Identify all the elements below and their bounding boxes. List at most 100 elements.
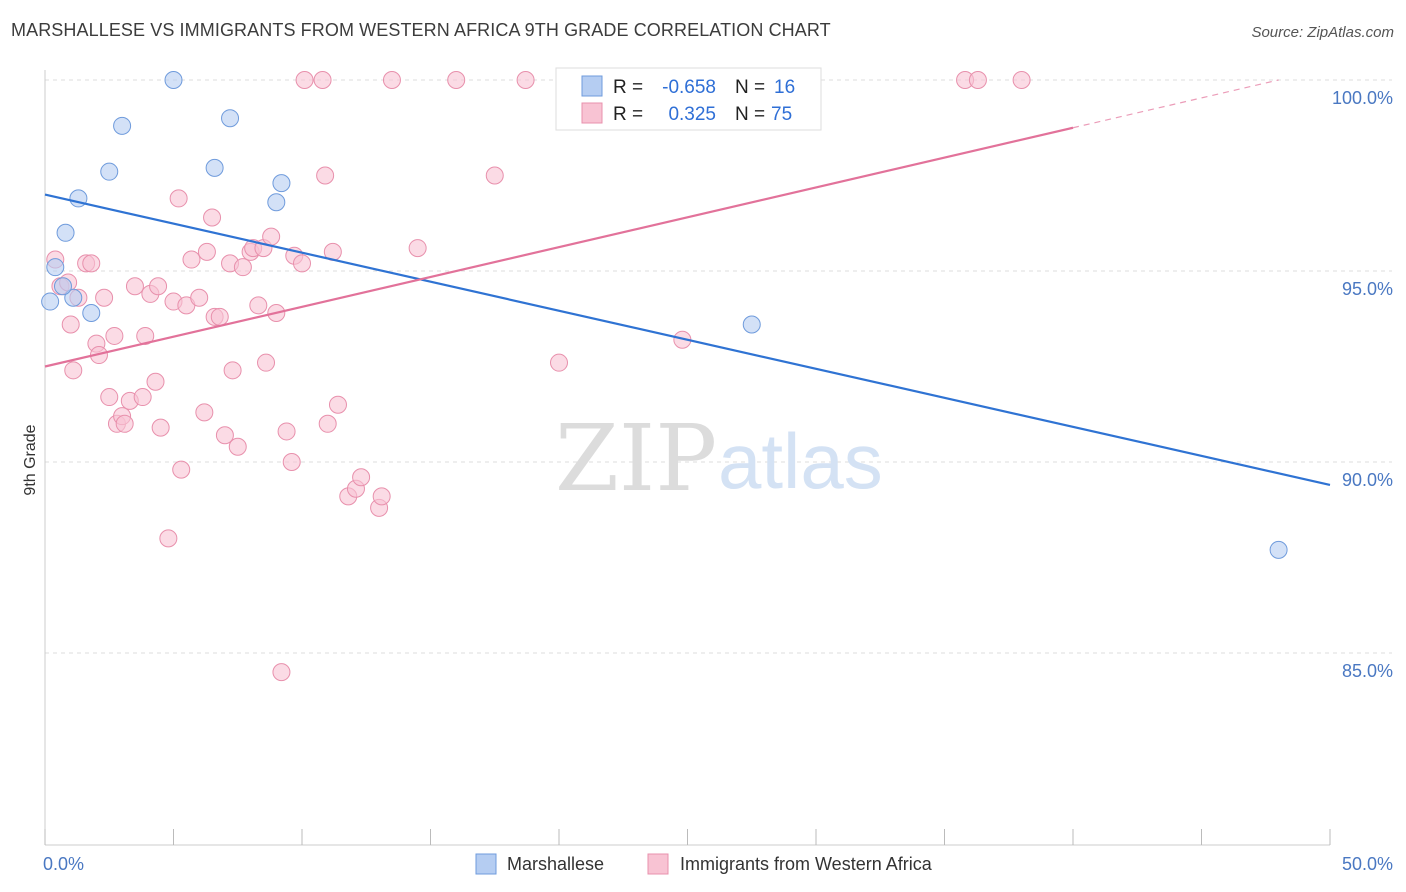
immigrants-point-67 xyxy=(485,166,504,185)
chart-source: Source: ZipAtlas.com xyxy=(1251,24,1394,41)
immigrants-point-39 xyxy=(228,437,247,456)
marshallese-point-13 xyxy=(53,277,72,296)
legend-box: R = -0.658 N = 16 R = 0.325 N = 75 xyxy=(555,67,822,131)
immigrants-point-3 xyxy=(61,315,80,334)
legend-n-label-2: N = xyxy=(735,104,765,125)
immigrants-point-65 xyxy=(408,239,427,258)
legend-swatch-immigrants xyxy=(581,102,603,124)
immigrants-point-30 xyxy=(190,288,209,307)
immigrants-trend-extension xyxy=(1072,79,1279,129)
immigrants-point-31 xyxy=(195,403,214,422)
immigrants-point-69 xyxy=(550,353,568,372)
immigrants-point-29 xyxy=(182,250,201,269)
immigrants-point-18 xyxy=(133,388,152,407)
legend-r-value-1: -0.658 xyxy=(662,77,716,98)
immigrants-point-35 xyxy=(210,307,229,326)
legend-swatch-marshallese xyxy=(581,75,603,97)
immigrants-point-23 xyxy=(151,418,170,437)
marshallese-point-2 xyxy=(56,223,75,242)
marshallese-point-3 xyxy=(64,288,83,307)
marshallese-point-14 xyxy=(742,315,761,334)
immigrants-point-24 xyxy=(159,529,178,548)
bottom-legend-marshallese: Marshallese xyxy=(507,854,604,874)
immigrants-point-7 xyxy=(82,254,101,273)
legend-n-value-1: 16 xyxy=(774,77,795,98)
immigrants-point-54 xyxy=(313,71,332,89)
marshallese-point-6 xyxy=(100,162,119,181)
immigrants-point-15 xyxy=(115,414,134,433)
trend-lines xyxy=(44,79,1331,486)
immigrants-point-19 xyxy=(136,326,155,345)
marshallese-point-0 xyxy=(41,292,60,311)
y-tick-label-95: 95.0% xyxy=(1342,279,1393,299)
immigrants-point-50 xyxy=(282,453,301,471)
x-ticks: 0.0% 50.0% xyxy=(43,829,1393,874)
immigrants-point-58 xyxy=(328,395,347,414)
immigrants-point-17 xyxy=(125,277,144,296)
marshallese-point-12 xyxy=(272,174,291,193)
immigrants-point-61 xyxy=(352,468,371,487)
immigrants-point-64 xyxy=(382,71,401,89)
marshallese-point-7 xyxy=(113,116,132,135)
marshallese-point-1 xyxy=(46,258,65,277)
legend-r-label-2: R = xyxy=(613,104,643,125)
watermark-atlas: atlas xyxy=(718,417,883,505)
immigrants-point-48 xyxy=(272,663,291,682)
immigrants-point-11 xyxy=(100,388,119,407)
legend-r-value-2: 0.325 xyxy=(668,104,716,125)
y-tick-labels: 100.0% 95.0% 90.0% 85.0% xyxy=(1332,88,1393,681)
immigrants-point-38 xyxy=(223,361,242,380)
y-axis-label: 9th Grade xyxy=(22,424,39,495)
immigrants-point-53 xyxy=(295,71,314,89)
immigrants-point-46 xyxy=(262,227,281,246)
marshallese-point-5 xyxy=(82,304,101,323)
immigrants-point-26 xyxy=(169,189,188,208)
legend-n-label-1: N = xyxy=(735,77,765,98)
marshallese-point-15 xyxy=(1269,540,1288,559)
immigrants-point-43 xyxy=(249,296,268,315)
watermark: ZIP atlas xyxy=(555,405,883,512)
x-tick-label-1: 50.0% xyxy=(1342,854,1393,874)
y-tick-label-85: 85.0% xyxy=(1342,661,1393,681)
immigrants-point-12 xyxy=(105,326,124,345)
bottom-legend: Marshallese Immigrants from Western Afri… xyxy=(475,853,933,875)
y-tick-label-90: 90.0% xyxy=(1342,470,1393,490)
immigrants-trend-line xyxy=(44,126,1074,368)
immigrants-point-40 xyxy=(233,258,252,277)
immigrants-point-36 xyxy=(215,426,234,445)
immigrants-point-55 xyxy=(316,166,335,185)
immigrants-point-63 xyxy=(372,487,391,506)
immigrants-point-68 xyxy=(516,71,535,89)
bottom-legend-swatch-marshallese xyxy=(475,853,497,875)
immigrants-point-45 xyxy=(257,353,276,372)
marshallese-point-9 xyxy=(205,158,224,177)
y-tick-label-100: 100.0% xyxy=(1332,88,1393,108)
marshallese-trend-line xyxy=(44,193,1331,486)
immigrants-point-21 xyxy=(146,372,165,391)
chart-title: MARSHALLESE VS IMMIGRANTS FROM WESTERN A… xyxy=(11,20,831,40)
immigrants-point-4 xyxy=(64,361,83,380)
legend-r-label-1: R = xyxy=(613,77,643,98)
gridlines xyxy=(45,79,1392,654)
marshallese-point-10 xyxy=(221,109,240,128)
watermark-zip: ZIP xyxy=(555,405,717,512)
immigrants-point-49 xyxy=(277,422,296,441)
immigrants-point-10 xyxy=(95,288,114,307)
bottom-legend-swatch-immigrants xyxy=(647,853,669,875)
immigrants-point-74 xyxy=(1012,71,1031,89)
marshallese-point-11 xyxy=(267,193,286,212)
immigrants-point-27 xyxy=(172,460,191,479)
immigrants-point-66 xyxy=(447,71,466,89)
immigrants-point-73 xyxy=(968,71,987,89)
x-tick-label-0: 0.0% xyxy=(43,854,84,874)
bottom-legend-immigrants: Immigrants from Western Africa xyxy=(680,854,933,874)
series-immigrants-points xyxy=(46,71,1031,682)
immigrants-point-56 xyxy=(318,414,337,433)
immigrants-point-52 xyxy=(293,254,311,273)
immigrants-point-32 xyxy=(197,242,216,261)
legend-n-value-2: 75 xyxy=(771,104,792,125)
marshallese-point-8 xyxy=(164,71,183,89)
immigrants-point-22 xyxy=(149,277,168,296)
series-marshallese-points xyxy=(41,71,1288,559)
